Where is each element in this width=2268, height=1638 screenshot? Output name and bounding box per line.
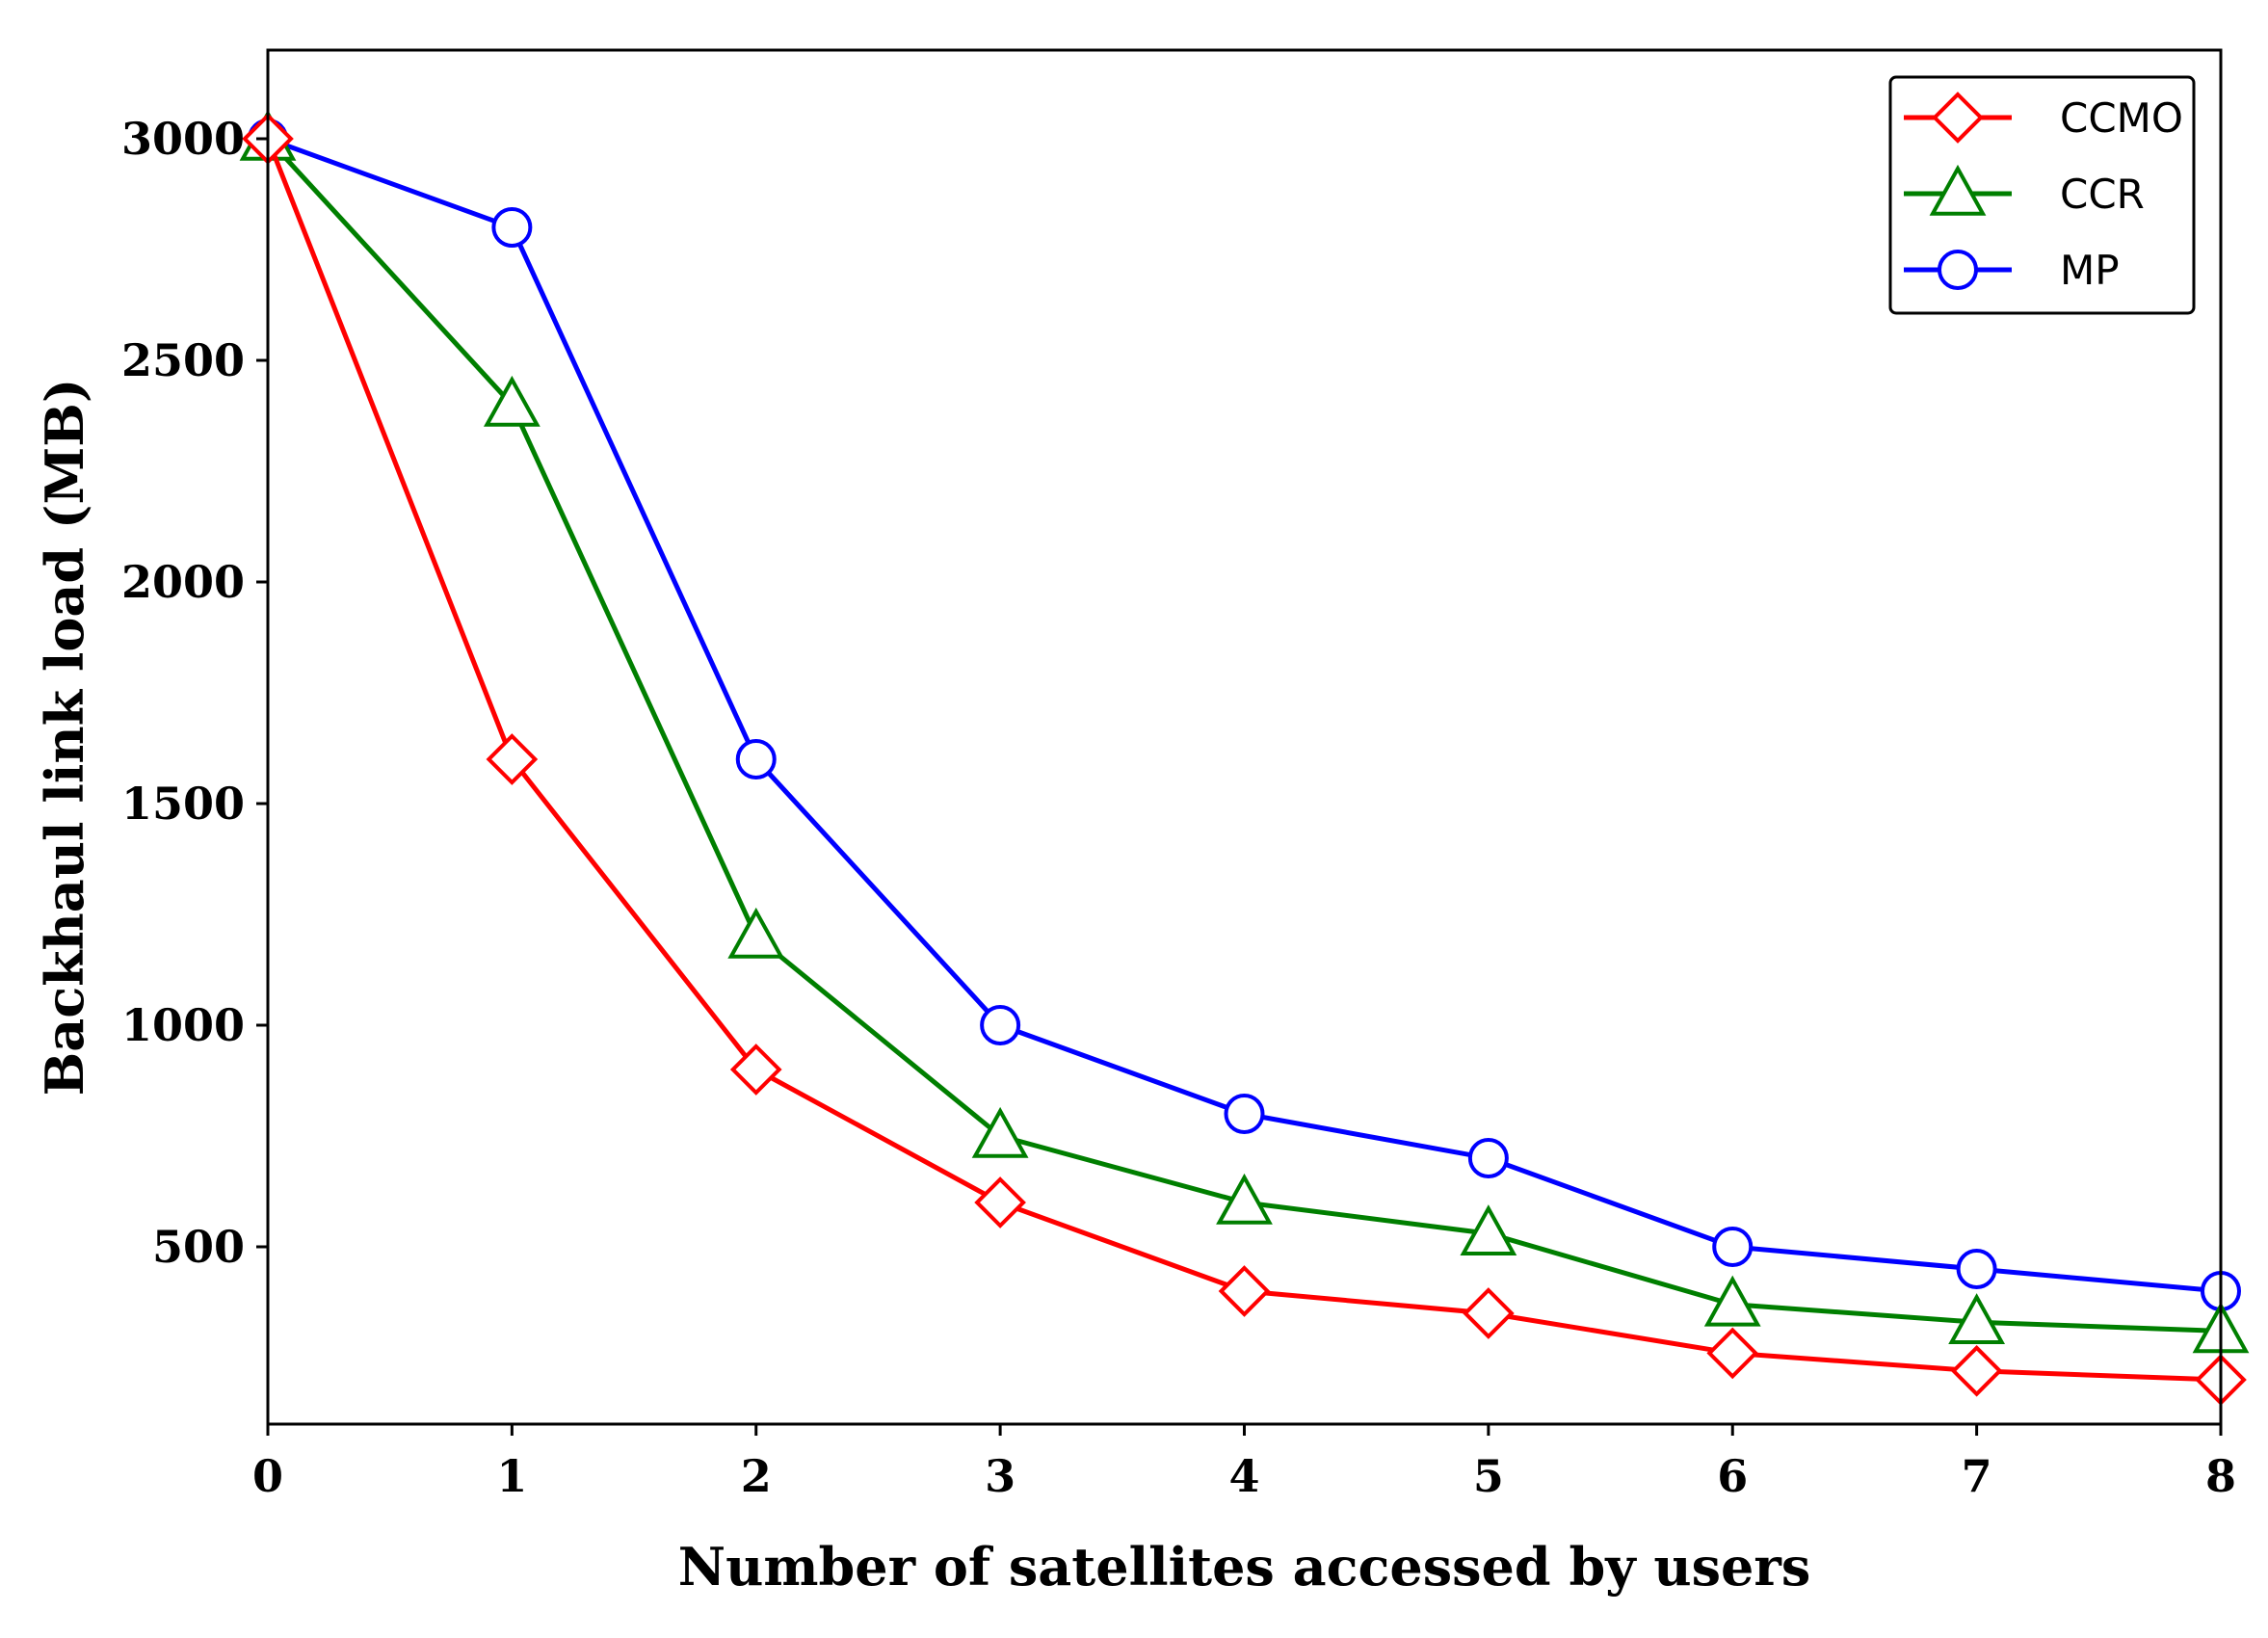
series-mp xyxy=(248,119,2241,1311)
data-point xyxy=(727,907,785,959)
data-point xyxy=(980,1005,1021,1045)
data-point xyxy=(483,375,541,427)
data-point xyxy=(1956,1249,1997,1289)
legend-label: CCMO xyxy=(2060,94,2183,142)
legend: CCMO CCR MP xyxy=(1888,75,2196,315)
x-axis-title: Number of satellites accessed by users xyxy=(678,1536,1811,1598)
data-point xyxy=(1218,1265,1271,1317)
data-point xyxy=(729,1044,782,1096)
x-tick-label: 5 xyxy=(1473,1450,1504,1502)
data-point xyxy=(1712,1227,1754,1267)
series-ccmo xyxy=(242,113,2247,1406)
y-tick-label: 1000 xyxy=(121,999,245,1051)
data-point xyxy=(971,1106,1029,1158)
y-tick-label: 3000 xyxy=(121,113,245,165)
legend-item-ccr: CCR xyxy=(1904,164,2145,218)
data-point xyxy=(1950,1344,2003,1397)
y-tick-label: 500 xyxy=(152,1221,245,1273)
x-tick-label: 8 xyxy=(2205,1450,2236,1502)
data-point xyxy=(974,1176,1026,1228)
data-point xyxy=(1706,1327,1759,1380)
y-tick-label: 2000 xyxy=(121,556,245,608)
tick-layer: 0 1 2 3 4 5 6 7 8 500 1000 1500 2000 2500 3000 xyxy=(121,113,2236,1502)
legend-label: CCR xyxy=(2060,171,2145,218)
x-tick-label: 2 xyxy=(741,1450,772,1502)
x-tick-label: 1 xyxy=(496,1450,527,1502)
data-point xyxy=(1467,1138,1509,1178)
data-point xyxy=(1460,1204,1517,1255)
data-point xyxy=(1463,1287,1515,1339)
legend-marker xyxy=(1932,92,1984,144)
legend-marker xyxy=(1929,164,1987,216)
data-point xyxy=(491,207,533,248)
data-point xyxy=(735,739,777,779)
legend-item-ccmo: CCMO xyxy=(1904,92,2183,144)
y-tick-label: 2500 xyxy=(121,334,245,386)
x-tick-label: 3 xyxy=(985,1450,1015,1502)
data-point xyxy=(1216,1173,1273,1225)
y-axis-title: Backhaul link load (MB) xyxy=(34,379,95,1096)
data-point xyxy=(1703,1275,1761,1327)
x-tick-label: 6 xyxy=(1717,1450,1748,1502)
data-point xyxy=(1948,1293,2006,1344)
legend-label: MP xyxy=(2060,247,2120,294)
legend-item-mp: MP xyxy=(1904,247,2120,294)
series-line-ccr xyxy=(266,137,2222,1334)
legend-marker xyxy=(1938,250,1978,290)
series-layer xyxy=(239,109,2250,1406)
x-tick-label: 7 xyxy=(1962,1450,1992,1502)
x-tick-label: 0 xyxy=(252,1450,283,1502)
series-ccr xyxy=(239,109,2250,1354)
data-point xyxy=(1224,1094,1265,1134)
x-tick-label: 4 xyxy=(1228,1450,1259,1502)
y-tick-label: 1500 xyxy=(121,778,245,830)
data-point xyxy=(486,733,539,785)
